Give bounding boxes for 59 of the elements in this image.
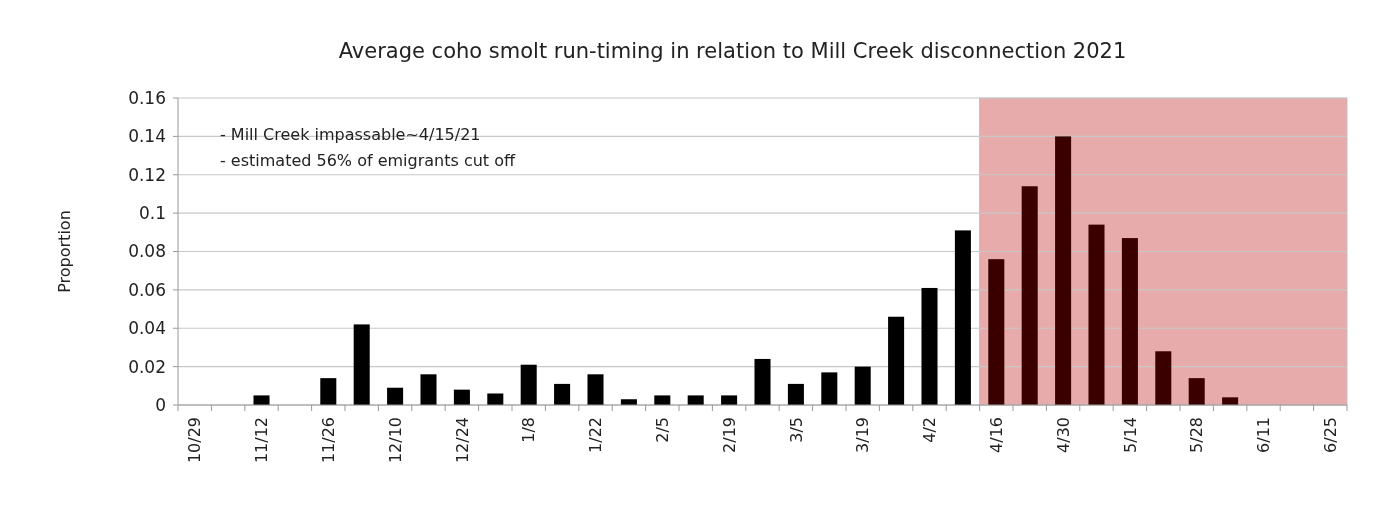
bar [487,393,504,405]
bar [1021,186,1038,405]
bar [453,389,470,405]
x-tick-label: 10/29 [185,417,205,464]
y-tick-label: 0.06 [128,279,166,300]
y-tick-label: 0.12 [128,164,166,185]
y-axis-title: Proportion [55,210,74,293]
bar [1055,136,1072,405]
y-tick-label: 0.14 [128,126,166,147]
x-tick-label: 5/28 [1187,417,1207,453]
x-tick-label: 3/19 [853,417,873,453]
bar [420,374,437,405]
bar [921,287,938,405]
bar [520,364,537,405]
bar [654,395,671,405]
x-tick-label: 2/5 [652,417,672,443]
annotation: - estimated 56% of emigrants cut off [220,151,516,170]
y-tick-label: 0.04 [128,318,166,339]
bar [754,358,771,405]
x-tick-label: 6/25 [1320,417,1340,453]
annotation: - Mill Creek impassable~4/15/21 [220,125,481,144]
bar [888,316,905,405]
x-tick-label: 1/8 [519,417,539,443]
x-tick-label: 5/14 [1120,417,1140,453]
y-tick-label: 0 [155,394,166,415]
bar [687,395,704,405]
y-tick-label: 0.16 [128,87,166,108]
bar [554,383,571,405]
y-tick-label: 0.08 [128,241,166,262]
bar [1188,378,1205,405]
x-tick-label: 6/11 [1254,417,1274,453]
x-tick-label: 11/12 [252,417,272,464]
x-tick-label: 2/19 [719,417,739,453]
bar [1088,224,1105,405]
bar [587,374,604,405]
bar [353,324,370,405]
bar [387,387,404,405]
bar [854,366,871,405]
y-tick-label: 0.02 [128,356,166,377]
bar [253,395,270,405]
bar [1155,351,1172,405]
x-tick-label: 4/30 [1053,417,1073,453]
x-tick-label: 4/2 [920,417,940,443]
x-tick-label: 12/10 [385,417,405,464]
chart-title: Average coho smolt run-timing in relation to Mill Creek disconnection 2021 [338,39,1127,63]
bar [1222,397,1239,405]
bar [988,259,1005,405]
bar [787,383,804,405]
x-tick-label: 12/24 [452,417,472,464]
bar [821,372,838,405]
x-tick-label: 4/16 [986,417,1006,453]
bar [721,395,738,405]
bar [1121,238,1138,405]
x-tick-label: 1/22 [586,417,606,453]
x-tick-label: 3/5 [786,417,806,443]
bar [320,378,337,405]
bar [954,230,971,405]
y-tick-label: 0.1 [138,203,166,224]
x-tick-label: 11/26 [318,417,338,464]
